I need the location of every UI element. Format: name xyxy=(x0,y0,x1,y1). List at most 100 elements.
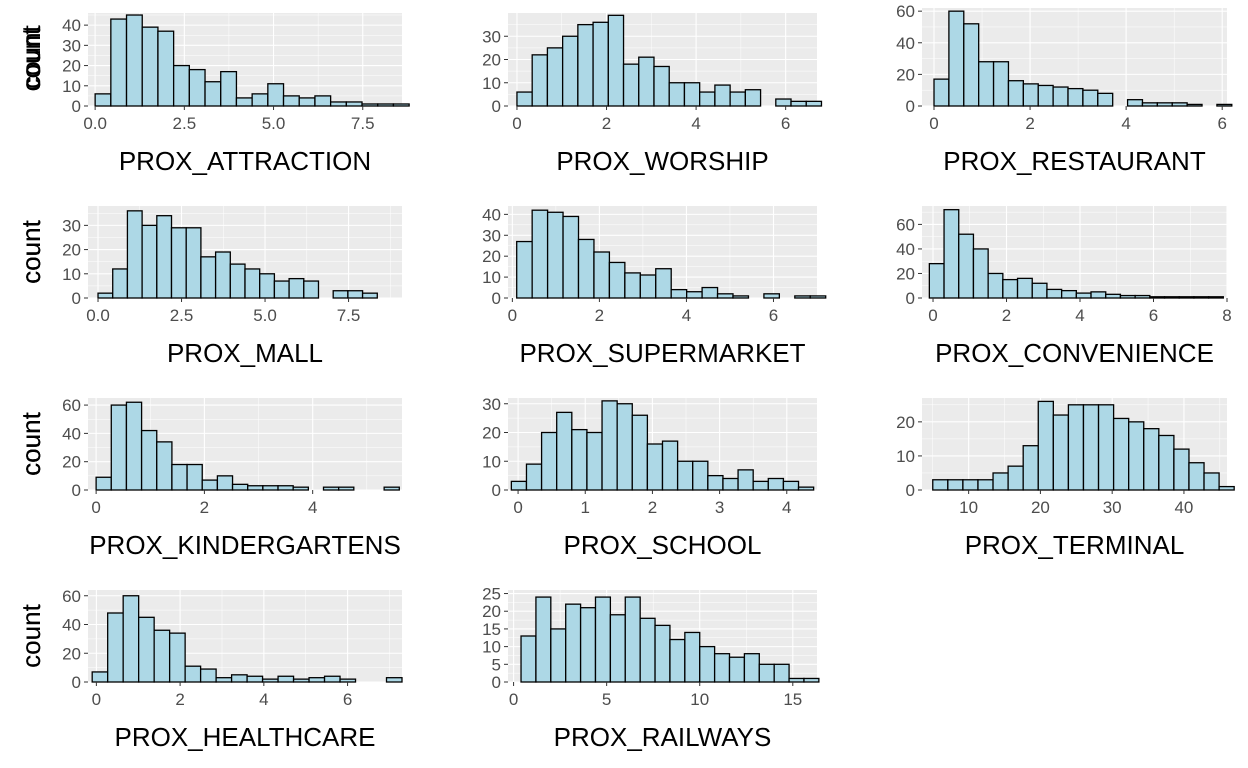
histogram-bar xyxy=(790,100,807,107)
x-axis-title: PROX_WORSHIP xyxy=(556,146,768,176)
histogram-bar xyxy=(1097,404,1115,491)
x-tick-label: 0 xyxy=(513,498,522,517)
x-tick-label: 1 xyxy=(581,498,590,517)
histogram-bar xyxy=(184,665,202,683)
y-axis-title: count xyxy=(16,219,46,283)
x-tick-label: 4 xyxy=(691,114,700,133)
histogram-bar xyxy=(1037,400,1054,491)
histogram-bar xyxy=(251,93,269,107)
histogram-bar xyxy=(220,70,238,107)
histogram-bar xyxy=(1052,86,1069,107)
histogram-bar xyxy=(1046,288,1063,299)
x-tick-label: 4 xyxy=(259,690,268,709)
histogram-bar xyxy=(947,479,964,491)
histogram-bar xyxy=(699,645,716,683)
y-tick-label: 0 xyxy=(72,289,81,308)
histogram-bar xyxy=(1022,83,1039,107)
histogram-bar xyxy=(556,411,573,491)
y-tick-label: 30 xyxy=(62,216,81,235)
histogram-bar xyxy=(732,295,750,299)
x-tick-label: 5.0 xyxy=(253,306,277,325)
y-tick-label: 60 xyxy=(896,2,915,21)
x-tick-label: 2 xyxy=(1002,306,1011,325)
histogram-bar xyxy=(531,54,549,107)
histogram-bar xyxy=(1082,89,1099,107)
x-tick-label: 2 xyxy=(175,690,184,709)
histogram-bar xyxy=(546,47,564,107)
x-axis-title: PROX_KINDERGARTENS xyxy=(89,530,401,560)
histogram-bar xyxy=(676,460,694,491)
histogram-bar xyxy=(535,596,552,683)
x-tick-label: 4 xyxy=(682,306,691,325)
x-tick-label: 6 xyxy=(1217,114,1226,133)
histogram-bar xyxy=(1134,294,1151,299)
histogram-bar xyxy=(298,97,316,107)
histogram-bar xyxy=(153,629,171,683)
histogram-bar xyxy=(616,403,633,491)
histogram-bar xyxy=(639,617,656,683)
histogram-bar xyxy=(112,268,129,299)
histogram-bar xyxy=(516,240,533,299)
histogram-bar xyxy=(561,35,579,107)
histogram-bar xyxy=(669,638,686,683)
histogram-bar xyxy=(216,475,234,491)
histogram-bar xyxy=(231,483,249,491)
x-tick-label: 0 xyxy=(928,306,937,325)
histogram-bar xyxy=(1016,277,1033,299)
histogram-bar xyxy=(1007,80,1024,107)
y-tick-label: 40 xyxy=(62,424,81,443)
x-tick-label: 5.0 xyxy=(262,114,286,133)
histogram-bar xyxy=(577,238,595,299)
histogram-bar xyxy=(329,101,347,107)
histogram-bar xyxy=(338,486,355,491)
histogram-bar xyxy=(1203,472,1220,491)
histogram-bar xyxy=(962,479,979,491)
x-axis-title: PROX_CONVENIENCE xyxy=(935,338,1214,368)
y-tick-label: 40 xyxy=(62,16,81,35)
histogram-bar xyxy=(110,18,128,107)
histogram-bar xyxy=(972,248,989,299)
histogram-bar xyxy=(244,268,261,299)
x-tick-label: 4 xyxy=(1121,114,1130,133)
histogram-bar xyxy=(1067,404,1085,491)
histogram-bar xyxy=(948,10,965,107)
histogram-bar xyxy=(963,23,980,107)
histogram-bar xyxy=(1141,102,1159,107)
histogram-bar xyxy=(1143,428,1160,491)
x-tick-label: 0 xyxy=(929,114,938,133)
histogram-bar xyxy=(1090,291,1107,299)
histogram-bar xyxy=(987,272,1004,299)
histogram-bar xyxy=(1193,296,1210,299)
histogram-bar xyxy=(292,486,309,491)
y-tick-label: 0 xyxy=(492,97,501,116)
histogram-bar xyxy=(737,469,754,491)
y-axis-title: count xyxy=(16,411,46,475)
histogram-bar xyxy=(385,677,403,683)
histogram-bar xyxy=(392,103,410,107)
histogram-bar xyxy=(91,671,109,683)
histogram-bar xyxy=(277,485,294,491)
x-axis-title: PROX_SCHOOL xyxy=(564,530,762,560)
histogram-bar xyxy=(943,209,960,299)
y-tick-label: 10 xyxy=(482,638,501,657)
histogram-bar xyxy=(809,295,827,299)
histogram-bar xyxy=(1112,417,1130,491)
histogram-bar xyxy=(653,65,670,107)
histogram-bar xyxy=(758,663,775,683)
histogram-bar xyxy=(624,596,641,683)
histogram-bar xyxy=(141,26,159,107)
histogram-bar xyxy=(1149,296,1166,299)
x-tick-label: 2.5 xyxy=(170,306,194,325)
histogram-bar xyxy=(714,84,731,107)
y-tick-label: 20 xyxy=(482,51,501,70)
histogram-bar xyxy=(332,290,349,299)
y-tick-label: 30 xyxy=(482,395,501,414)
x-tick-label: 5 xyxy=(602,690,611,709)
y-tick-label: 40 xyxy=(896,34,915,53)
histogram-bar xyxy=(138,616,155,683)
histogram-bar xyxy=(571,428,588,491)
histogram-bar xyxy=(1119,294,1136,299)
histogram-bar xyxy=(1186,103,1203,107)
